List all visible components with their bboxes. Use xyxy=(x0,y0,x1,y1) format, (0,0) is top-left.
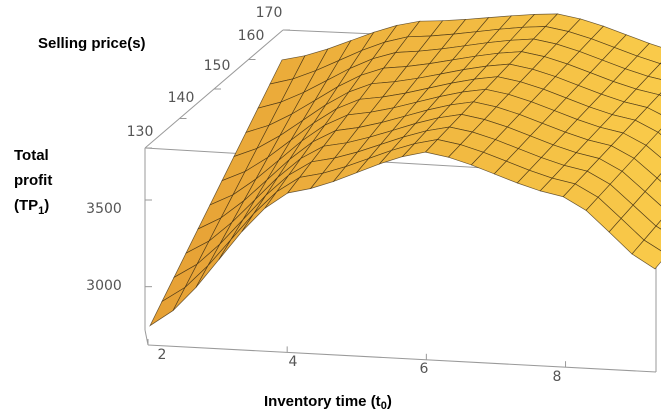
tick-label-s-160: 160 xyxy=(238,28,265,44)
tick-label-s-130: 130 xyxy=(127,124,154,140)
tick-label-s-140: 140 xyxy=(168,90,195,106)
tick-label-z-3000: 3000 xyxy=(86,278,122,294)
svg-text:Total: Total xyxy=(14,147,49,164)
tick-label-s-170: 170 xyxy=(256,5,283,21)
svg-text:(TP1): (TP1) xyxy=(14,197,49,217)
tick-label-t-8: 8 xyxy=(553,369,562,385)
surface-patch xyxy=(646,94,661,115)
axis-ticks xyxy=(145,29,567,368)
tick-label-z-3500: 3500 xyxy=(86,201,122,217)
svg-text:profit: profit xyxy=(14,172,52,189)
tick-label-t-2: 2 xyxy=(158,347,167,363)
surface-patch xyxy=(647,63,661,80)
surface-patch xyxy=(657,128,661,136)
profit-ticks: 3500 3000 xyxy=(86,201,122,294)
total-profit-label: Total profit (TP1) xyxy=(14,147,52,217)
surface-patch xyxy=(631,239,661,270)
surface-patch xyxy=(655,219,661,230)
inventory-time-ticks: 2 4 6 8 xyxy=(158,347,562,385)
surface-patch xyxy=(656,173,661,182)
surface-patch xyxy=(645,131,661,159)
profit-surface xyxy=(149,13,661,327)
selling-price-ticks: 130 140 150 160 170 xyxy=(127,5,283,140)
selling-price-label: Selling price(s) xyxy=(38,35,146,52)
tick-label-t-6: 6 xyxy=(420,361,429,377)
tick-label-t-4: 4 xyxy=(289,354,298,370)
inventory-time-label: Inventory time (t0) xyxy=(264,393,392,412)
tick-label-s-150: 150 xyxy=(204,58,231,74)
